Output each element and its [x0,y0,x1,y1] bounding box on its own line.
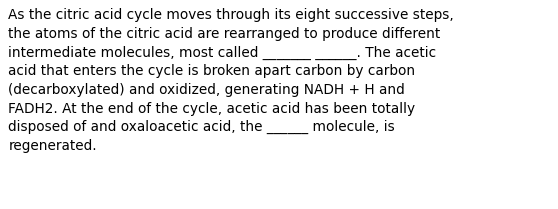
Text: As the citric acid cycle moves through its eight successive steps,
the atoms of : As the citric acid cycle moves through i… [8,8,454,153]
